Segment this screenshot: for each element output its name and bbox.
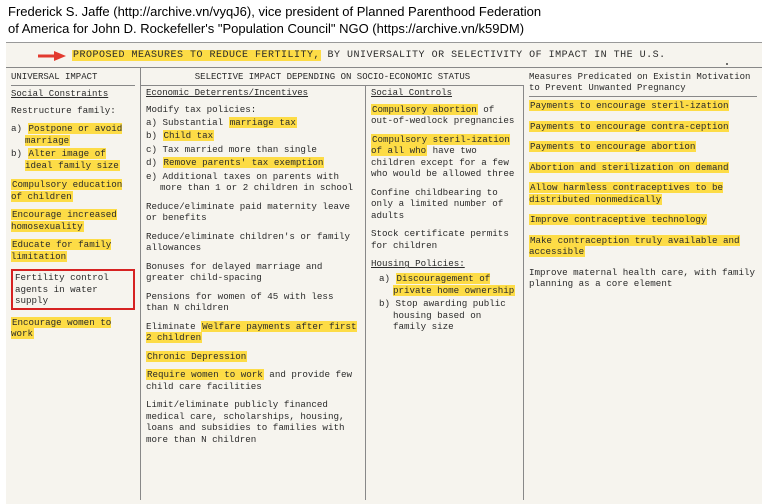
col1-restructure: Restructure family: xyxy=(11,105,135,117)
col4-i5: Allow harmless contraceptives to be dist… xyxy=(529,182,757,205)
col2-e: e) Additional taxes on parents with more… xyxy=(146,171,360,194)
col1-top: UNIVERSAL IMPACT xyxy=(11,72,135,86)
title-rest: BY UNIVERSALITY OR SELECTIVITY OF IMPACT… xyxy=(321,50,666,61)
col-economic: Economic Deterrents/Incentives Modify ta… xyxy=(141,68,366,500)
col4-i2: Payments to encourage contra-ception xyxy=(529,121,757,133)
title-highlight: PROPOSED MEASURES TO REDUCE FERTILITY, xyxy=(72,50,321,61)
title-text: PROPOSED MEASURES TO REDUCE FERTILITY, B… xyxy=(72,50,666,61)
col3-i4: Stock certificate permits for children xyxy=(371,228,518,251)
scan-noise xyxy=(726,63,728,65)
col4-i3: Payments to encourage abortion xyxy=(529,141,757,153)
col3-mid: Social Controls xyxy=(371,88,518,98)
col3-i2: Compulsory steril-ization of all who hav… xyxy=(371,134,518,180)
col2-modify: Modify tax policies: xyxy=(146,104,360,115)
col23-header: SELECTIVE IMPACT DEPENDING ON SOCIO-ECON… xyxy=(141,68,524,86)
col3-b: b) Stop awarding public housing based on… xyxy=(371,298,518,333)
col4-i8: Improve maternal health care, with famil… xyxy=(529,267,757,290)
col3-i3: Confine childbearing to only a limited n… xyxy=(371,187,518,222)
col1-mid: Social Constraints xyxy=(11,89,135,99)
col2-b: b) Child tax xyxy=(146,130,360,142)
col-social-controls: Social Controls Compulsory abortion of o… xyxy=(366,68,524,500)
arrow-icon xyxy=(36,49,66,63)
scan-noise xyxy=(416,233,418,235)
col2-d: d) Remove parents' tax exemption xyxy=(146,157,360,169)
col2-i3: Reduce/eliminate children's or family al… xyxy=(146,231,360,254)
col2-i8: Require women to work and provide few ch… xyxy=(146,369,360,392)
col2-i4: Bonuses for delayed marriage and greater… xyxy=(146,261,360,284)
col2-mid: Economic Deterrents/Incentives xyxy=(146,88,360,98)
col4-i1: Payments to encourage steril-ization xyxy=(529,100,757,112)
col2-a: a) Substantial marriage tax xyxy=(146,117,360,129)
col1-i6: Fertility control agents in water supply xyxy=(11,269,135,310)
col1-i3: Compulsory education of children xyxy=(11,179,135,202)
col2-i2: Reduce/eliminate paid maternity leave or… xyxy=(146,201,360,224)
col3-housing: Housing Policies: xyxy=(371,258,518,269)
col1-i4: Encourage increased homosexuality xyxy=(11,209,135,232)
col1-a: a) Postpone or avoid marriage xyxy=(11,123,135,146)
page-header: Frederick S. Jaffe (http://archive.vn/vy… xyxy=(0,0,768,40)
col2-i9: Limit/eliminate publicly financed medica… xyxy=(146,399,360,445)
col4-i6: Improve contraceptive technology xyxy=(529,214,757,226)
col2-c: c) Tax married more than single xyxy=(146,144,360,156)
col4-i4: Abortion and sterilization on demand xyxy=(529,162,757,174)
col2-i7: Chronic Depression xyxy=(146,351,360,363)
col2-i6: Eliminate Welfare payments after first 2… xyxy=(146,321,360,344)
columns: UNIVERSAL IMPACT Social Constraints Rest… xyxy=(6,68,762,500)
title-row: PROPOSED MEASURES TO REDUCE FERTILITY, B… xyxy=(6,43,762,68)
col2-i5: Pensions for women of 45 with less than … xyxy=(146,291,360,314)
col1-i7: Encourage women to work xyxy=(11,317,135,340)
document-scan: PROPOSED MEASURES TO REDUCE FERTILITY, B… xyxy=(6,42,762,504)
header-line-1: Frederick S. Jaffe (http://archive.vn/vy… xyxy=(8,4,760,21)
col3-i1: Compulsory abortion of out-of-wedlock pr… xyxy=(371,104,518,127)
col3-a: a) Discouragement of private home owners… xyxy=(371,273,518,296)
col-measures: Measures Predicated on Existin Motivatio… xyxy=(524,68,762,500)
header-line-2: of America for John D. Rockefeller's "Po… xyxy=(8,21,760,38)
col-universal: UNIVERSAL IMPACT Social Constraints Rest… xyxy=(6,68,141,500)
col1-i5: Educate for family limitation xyxy=(11,239,135,262)
col4-i7: Make contraception truly available and a… xyxy=(529,235,757,258)
col4-top: Measures Predicated on Existin Motivatio… xyxy=(529,72,757,98)
col1-b: b) Alter image of ideal family size xyxy=(11,148,135,171)
